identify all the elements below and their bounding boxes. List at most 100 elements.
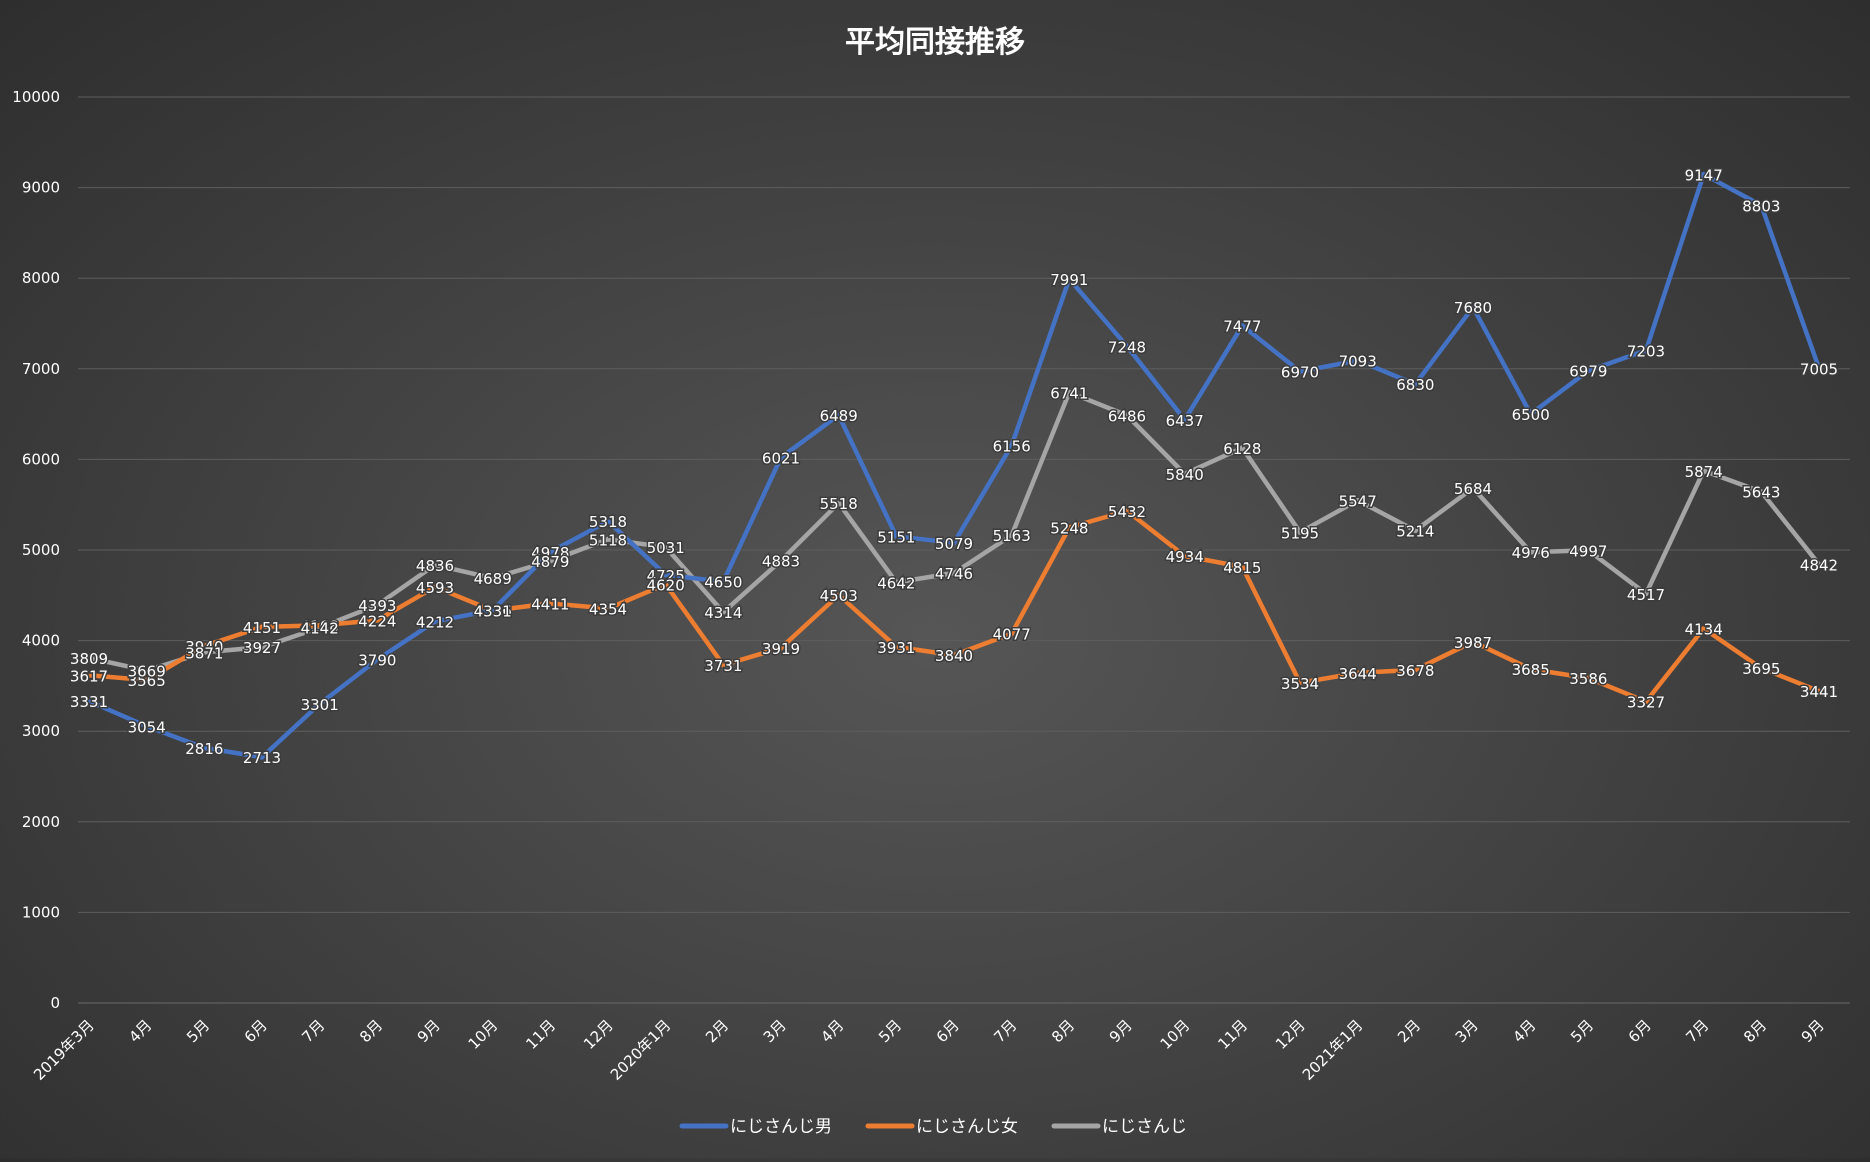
x-tick-label: 10月 (1157, 1016, 1194, 1053)
data-label: 3617 (70, 667, 108, 685)
y-tick-label: 3000 (22, 722, 60, 740)
gridlines (78, 96, 1850, 1004)
series-lines (86, 171, 1822, 760)
data-label: 5079 (935, 535, 973, 553)
data-label: 3931 (877, 639, 915, 657)
data-point (663, 581, 669, 587)
data-label: 5318 (589, 513, 627, 531)
data-point (1297, 680, 1303, 686)
x-tick-label: 6月 (1625, 1016, 1655, 1046)
data-label: 5684 (1454, 480, 1492, 498)
x-tick-label: 5月 (875, 1016, 905, 1046)
data-label: 3534 (1281, 675, 1319, 693)
chart-title: 平均同接推移 (845, 25, 1025, 60)
data-point (720, 609, 726, 615)
data-label: 8803 (1742, 197, 1780, 215)
data-label: 3054 (128, 718, 166, 736)
x-tick-label: 12月 (580, 1016, 617, 1053)
data-point (778, 558, 784, 564)
data-label: 3809 (70, 650, 108, 668)
data-label: 3327 (1627, 694, 1665, 712)
data-label: 3840 (935, 647, 973, 665)
legend: にじさんじ男 にじさんじ女 にじさんじ (679, 1117, 1187, 1137)
data-point (951, 570, 957, 576)
data-label: 3301 (301, 696, 339, 714)
data-point (605, 518, 611, 524)
data-point (1816, 365, 1822, 371)
x-tick-label: 7月 (1682, 1016, 1712, 1046)
data-label: 7991 (1050, 271, 1088, 289)
data-point (1701, 171, 1707, 177)
data-label: 4331 (474, 603, 512, 621)
data-label: 6970 (1281, 364, 1319, 382)
data-point (893, 533, 899, 539)
data-point (778, 454, 784, 460)
data-label: 4620 (647, 576, 685, 594)
data-point (144, 723, 150, 729)
x-tick-label: 5月 (1567, 1016, 1597, 1046)
data-point (1470, 485, 1476, 491)
y-tick-label: 8000 (22, 269, 60, 287)
legend-label: にじさんじ男 (730, 1117, 832, 1137)
data-point (951, 652, 957, 658)
data-point (1816, 561, 1822, 567)
data-point (1182, 553, 1188, 559)
x-tick-label: 2020年1月 (607, 1016, 675, 1084)
data-point (836, 412, 842, 418)
data-point (1239, 323, 1245, 329)
data-label: 2713 (243, 749, 281, 767)
x-tick-label: 6月 (933, 1016, 963, 1046)
x-tick-label: 11月 (522, 1016, 559, 1053)
data-point (86, 698, 92, 704)
data-label: 6979 (1569, 363, 1607, 381)
x-tick-label: 9月 (414, 1016, 444, 1046)
data-point (1758, 202, 1764, 208)
data-label: 4746 (935, 565, 973, 583)
data-point (259, 754, 265, 760)
data-label: 3695 (1742, 660, 1780, 678)
data-label: 3790 (358, 652, 396, 670)
data-point (1009, 442, 1015, 448)
data-label: 7248 (1108, 338, 1146, 356)
data-label: 4593 (416, 579, 454, 597)
data-label: 7680 (1454, 299, 1492, 317)
data-point (1643, 699, 1649, 705)
x-tick-label: 2月 (702, 1016, 732, 1046)
data-label: 6489 (820, 407, 858, 425)
data-point (1009, 631, 1015, 637)
data-label: 4978 (531, 544, 569, 562)
data-label: 4725 (647, 567, 685, 585)
data-label: 4517 (1627, 586, 1665, 604)
data-point (490, 607, 496, 613)
data-point (374, 657, 380, 663)
data-label: 3669 (128, 663, 166, 681)
data-point (201, 649, 207, 655)
data-label: 4212 (416, 613, 454, 631)
data-label: 4883 (762, 553, 800, 571)
data-point (893, 579, 899, 585)
data-point (1239, 445, 1245, 451)
data-label: 6741 (1050, 384, 1088, 402)
data-label: 3940 (185, 638, 223, 656)
data-point (432, 618, 438, 624)
y-tick-label: 10000 (12, 88, 60, 106)
data-point (663, 544, 669, 550)
data-point (1066, 389, 1072, 395)
x-tick-label: 8月 (356, 1016, 386, 1046)
data-point (1066, 276, 1072, 282)
x-tick-label: 8月 (1048, 1016, 1078, 1046)
data-point (144, 677, 150, 683)
data-label: 7005 (1800, 360, 1838, 378)
data-label: 6437 (1166, 412, 1204, 430)
data-label: 5031 (647, 539, 685, 557)
data-label: 3331 (70, 693, 108, 711)
data-point (1412, 528, 1418, 534)
data-label: 4836 (416, 557, 454, 575)
data-label: 3678 (1396, 662, 1434, 680)
data-label: 5214 (1396, 523, 1434, 541)
x-tick-label: 4月 (817, 1016, 847, 1046)
data-point (374, 617, 380, 623)
data-point (1412, 381, 1418, 387)
data-label: 6021 (762, 449, 800, 467)
